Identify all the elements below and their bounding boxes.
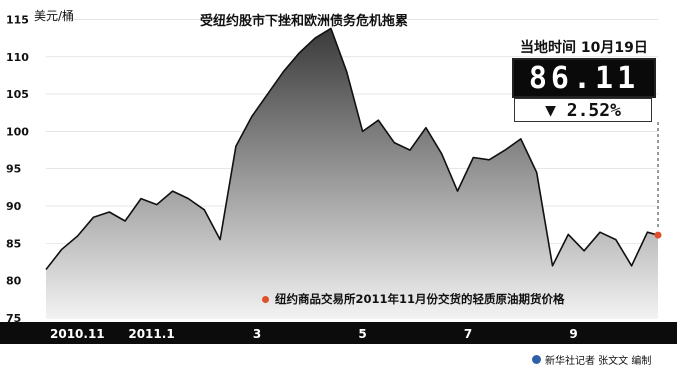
area-layer	[46, 28, 658, 319]
x-axis-band	[0, 322, 677, 344]
legend: 纽约商品交易所2011年11月份交货的轻质原油期货价格	[262, 291, 565, 307]
x-axis: 2010.11 2011.1 3 5 7 9	[50, 327, 578, 341]
y-axis-unit: 美元/桶	[34, 9, 75, 23]
y-tick-label: 90	[6, 200, 22, 213]
y-tick-label: 80	[6, 275, 22, 288]
last-point-layer	[654, 122, 662, 239]
x-tick-label: 3	[253, 327, 261, 341]
y-tick-label: 110	[6, 51, 29, 64]
quote-time-label: 当地时间 10月19日	[520, 40, 648, 56]
credit: 新华社记者 张文文 编制	[532, 352, 651, 367]
x-tick-label: 9	[569, 327, 577, 341]
y-axis: 75 80 85 90 95 100 105 110 115	[6, 13, 29, 325]
legend-marker-icon	[262, 295, 269, 303]
agency-logo-icon	[532, 355, 541, 364]
x-tick-label: 5	[358, 327, 366, 341]
y-tick-label: 85	[6, 237, 21, 250]
y-tick-label: 105	[6, 88, 29, 101]
y-tick-label: 115	[6, 13, 29, 26]
x-tick-label: 2010.11	[50, 327, 105, 341]
x-tick-label: 2011.1	[128, 327, 174, 341]
y-tick-label: 95	[6, 163, 21, 176]
y-tick-label: 75	[6, 312, 21, 325]
last-price-point	[654, 231, 662, 239]
price-area	[46, 28, 658, 319]
line-layer	[45, 27, 659, 270]
current-price: 86.11	[512, 58, 656, 98]
price-line	[45, 27, 659, 270]
price-change: ▼ 2.52%	[514, 98, 652, 122]
credit-text: 新华社记者 张文文 编制	[545, 356, 652, 367]
legend-label: 纽约商品交易所2011年11月份交货的轻质原油期货价格	[275, 292, 565, 306]
chart-title: 受纽约股市下挫和欧洲债务危机拖累	[200, 14, 409, 29]
y-tick-label: 100	[6, 125, 29, 138]
x-tick-label: 7	[464, 327, 472, 341]
